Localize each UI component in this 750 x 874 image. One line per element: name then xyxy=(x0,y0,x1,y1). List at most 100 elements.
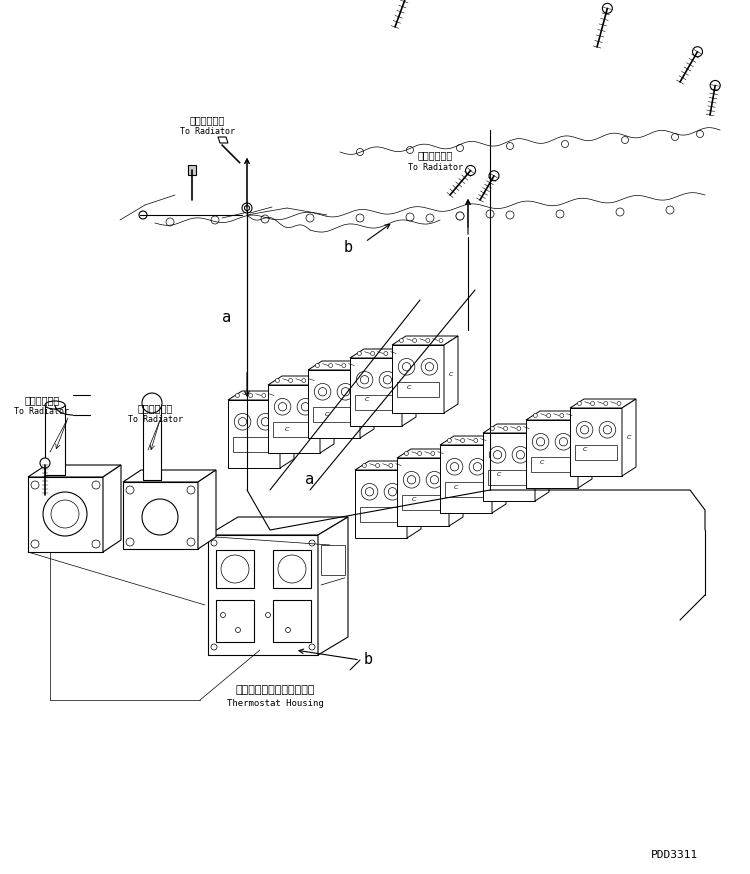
Circle shape xyxy=(309,644,315,650)
Polygon shape xyxy=(208,517,348,535)
Bar xyxy=(402,496,444,510)
Polygon shape xyxy=(228,391,294,400)
Circle shape xyxy=(238,418,247,426)
Polygon shape xyxy=(392,336,458,345)
Circle shape xyxy=(261,215,269,223)
Circle shape xyxy=(406,147,413,154)
Text: ラジェータへ: ラジェータへ xyxy=(417,150,452,160)
Circle shape xyxy=(407,475,416,484)
Circle shape xyxy=(697,130,703,137)
Bar xyxy=(488,470,530,485)
Circle shape xyxy=(560,413,564,418)
Text: C: C xyxy=(540,460,544,465)
Circle shape xyxy=(302,403,310,411)
Circle shape xyxy=(365,488,374,496)
Circle shape xyxy=(361,376,369,384)
Text: ラジェータへ: ラジェータへ xyxy=(189,115,225,125)
Circle shape xyxy=(211,216,219,224)
Circle shape xyxy=(142,499,178,535)
Circle shape xyxy=(404,471,420,488)
Circle shape xyxy=(257,413,274,430)
Circle shape xyxy=(402,463,406,468)
Circle shape xyxy=(555,434,572,450)
Circle shape xyxy=(358,351,362,356)
Circle shape xyxy=(220,613,226,618)
Bar xyxy=(398,383,439,398)
Text: C: C xyxy=(454,485,458,490)
Circle shape xyxy=(430,452,435,455)
Text: サーモスタットハウジング: サーモスタットハウジング xyxy=(236,685,315,695)
Polygon shape xyxy=(578,411,592,488)
Circle shape xyxy=(43,492,87,536)
Circle shape xyxy=(234,413,251,430)
Circle shape xyxy=(503,427,508,431)
Text: C: C xyxy=(496,472,501,477)
Polygon shape xyxy=(280,391,294,468)
Circle shape xyxy=(315,378,319,383)
Circle shape xyxy=(236,393,239,398)
Polygon shape xyxy=(360,361,374,438)
Polygon shape xyxy=(268,376,334,385)
Text: C: C xyxy=(583,447,587,452)
Circle shape xyxy=(486,210,494,218)
Circle shape xyxy=(248,393,253,398)
Circle shape xyxy=(421,358,438,375)
Circle shape xyxy=(355,364,359,367)
Polygon shape xyxy=(407,461,421,538)
Circle shape xyxy=(314,384,331,400)
Circle shape xyxy=(319,387,327,396)
Circle shape xyxy=(426,214,434,222)
Polygon shape xyxy=(103,465,121,552)
Circle shape xyxy=(261,418,269,426)
Circle shape xyxy=(448,439,452,442)
Circle shape xyxy=(617,401,621,406)
Text: C: C xyxy=(627,435,632,440)
Circle shape xyxy=(580,426,589,434)
Circle shape xyxy=(562,141,568,148)
Circle shape xyxy=(604,401,608,406)
Circle shape xyxy=(31,481,39,489)
Circle shape xyxy=(388,488,397,496)
Circle shape xyxy=(616,208,624,216)
Circle shape xyxy=(370,351,374,356)
Circle shape xyxy=(316,364,320,367)
Ellipse shape xyxy=(143,404,161,411)
Text: C: C xyxy=(364,397,369,402)
Polygon shape xyxy=(350,349,416,358)
Circle shape xyxy=(622,136,628,143)
Circle shape xyxy=(473,462,482,471)
Bar xyxy=(321,545,345,575)
Polygon shape xyxy=(526,420,578,488)
Polygon shape xyxy=(397,449,463,458)
Circle shape xyxy=(309,540,315,546)
Circle shape xyxy=(398,358,415,375)
Circle shape xyxy=(547,413,550,418)
Polygon shape xyxy=(449,449,463,526)
Circle shape xyxy=(556,210,564,218)
Circle shape xyxy=(573,413,577,418)
Polygon shape xyxy=(402,349,416,426)
Polygon shape xyxy=(622,399,636,476)
Polygon shape xyxy=(308,361,374,370)
Circle shape xyxy=(289,378,292,383)
Circle shape xyxy=(403,363,411,371)
Circle shape xyxy=(278,403,286,411)
Circle shape xyxy=(211,540,217,546)
Circle shape xyxy=(516,451,524,459)
Circle shape xyxy=(306,214,314,222)
Circle shape xyxy=(211,644,217,650)
Circle shape xyxy=(40,458,50,468)
Text: C: C xyxy=(406,385,411,390)
Circle shape xyxy=(187,486,195,494)
Circle shape xyxy=(456,212,464,220)
Circle shape xyxy=(710,80,720,90)
Circle shape xyxy=(51,500,79,528)
Text: a: a xyxy=(223,310,232,325)
Circle shape xyxy=(376,463,380,468)
Circle shape xyxy=(506,211,514,219)
Polygon shape xyxy=(397,458,449,526)
Circle shape xyxy=(31,540,39,548)
Polygon shape xyxy=(28,477,103,552)
Bar xyxy=(216,600,254,642)
Circle shape xyxy=(278,555,306,583)
